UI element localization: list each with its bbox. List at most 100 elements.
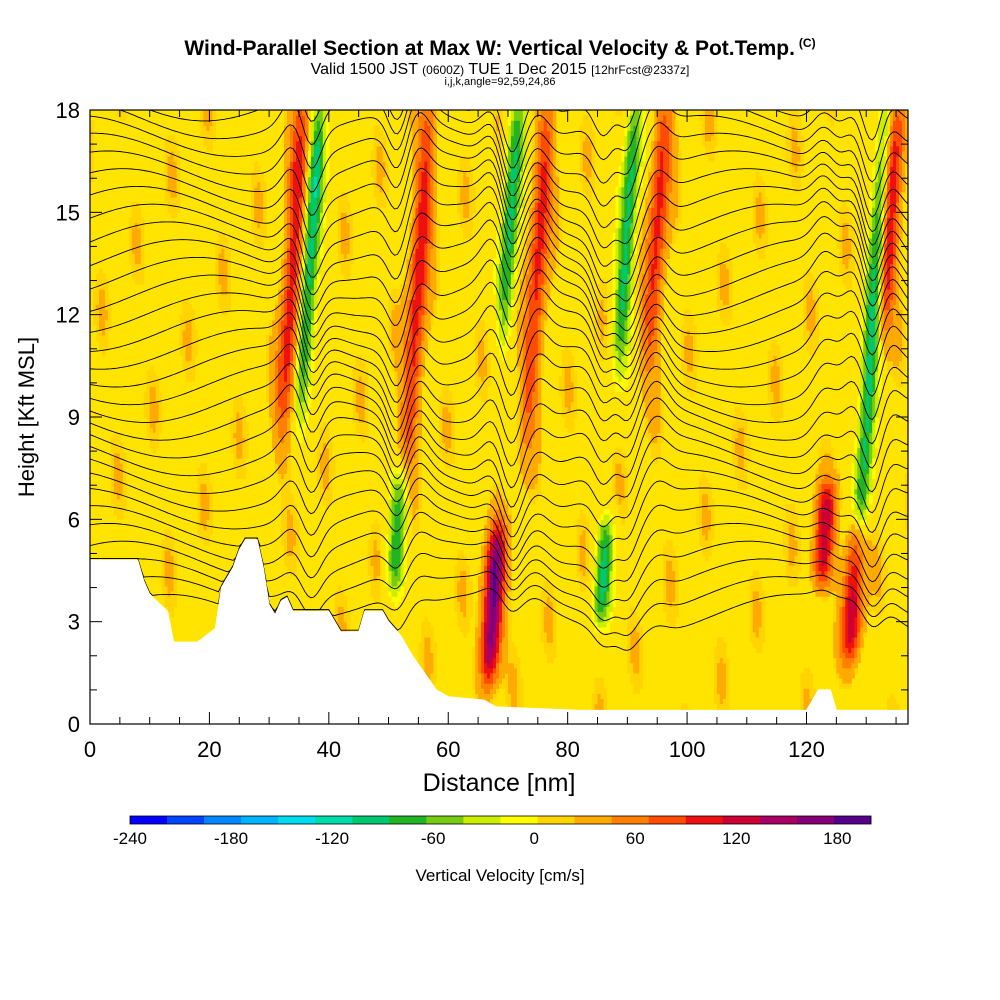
velocity-cell xyxy=(424,324,428,331)
velocity-cell xyxy=(522,360,527,367)
velocity-cell xyxy=(355,355,360,362)
velocity-cell xyxy=(287,355,291,362)
velocity-cell xyxy=(513,120,518,126)
velocity-cell xyxy=(364,396,369,403)
velocity-cell xyxy=(215,253,219,259)
velocity-cell xyxy=(516,657,521,664)
velocity-cell xyxy=(334,611,339,618)
chart-title-text: Wind-Parallel Section at Max W: Vertical… xyxy=(184,37,795,60)
velocity-cell xyxy=(388,335,393,341)
velocity-cell xyxy=(439,411,443,418)
velocity-cell xyxy=(430,171,434,178)
velocity-cell xyxy=(528,243,533,249)
velocity-cell xyxy=(454,590,458,597)
velocity-cell xyxy=(487,503,491,510)
velocity-cell xyxy=(98,345,103,352)
velocity-cell xyxy=(493,626,497,633)
velocity-cell xyxy=(203,115,208,121)
velocity-cell xyxy=(478,626,482,633)
velocity-cell xyxy=(221,232,225,239)
velocity-cell xyxy=(418,156,422,162)
velocity-cell xyxy=(313,212,318,219)
velocity-cell xyxy=(281,498,285,505)
velocity-cell xyxy=(295,161,300,167)
velocity-cell xyxy=(376,161,381,167)
velocity-cell xyxy=(501,248,506,254)
velocity-cell xyxy=(487,672,491,679)
velocity-cell xyxy=(325,125,330,132)
velocity-cell xyxy=(496,140,500,147)
velocity-cell xyxy=(293,350,297,357)
velocity-cell xyxy=(90,171,94,178)
velocity-cell xyxy=(400,498,405,505)
velocity-cell xyxy=(290,396,294,403)
velocity-cell xyxy=(140,237,145,244)
velocity-cell xyxy=(287,401,291,408)
velocity-cell xyxy=(412,120,417,126)
velocity-cell xyxy=(170,544,175,551)
velocity-cell xyxy=(266,335,270,341)
velocity-cell xyxy=(463,186,467,193)
velocity-cell xyxy=(287,135,291,142)
velocity-cell xyxy=(385,550,390,556)
velocity-cell xyxy=(424,626,428,633)
velocity-cell xyxy=(475,360,479,367)
velocity-cell xyxy=(152,427,157,433)
velocity-cell xyxy=(493,652,497,659)
velocity-cell xyxy=(116,447,121,454)
velocity-cell xyxy=(501,258,506,265)
velocity-cell xyxy=(528,345,533,352)
velocity-cell xyxy=(475,621,479,628)
velocity-cell xyxy=(194,340,199,346)
velocity-cell xyxy=(403,304,408,311)
velocity-cell xyxy=(304,171,309,178)
velocity-cell xyxy=(409,396,414,403)
velocity-cell xyxy=(388,304,393,311)
velocity-cell xyxy=(415,457,419,464)
velocity-cell xyxy=(415,319,419,326)
velocity-cell xyxy=(290,110,294,116)
velocity-cell xyxy=(164,596,169,602)
velocity-cell xyxy=(522,340,527,346)
velocity-cell xyxy=(403,483,408,490)
velocity-cell xyxy=(528,350,533,357)
valid-time-line: Valid 1500 JST (0600Z) TUE 1 Dec 2015 [1… xyxy=(0,61,1000,79)
velocity-cell xyxy=(131,232,136,239)
velocity-cell xyxy=(469,186,473,193)
velocity-cell xyxy=(284,401,288,408)
velocity-cell xyxy=(415,442,419,449)
velocity-cell xyxy=(227,268,231,275)
velocity-cell xyxy=(412,212,417,219)
velocity-cell xyxy=(119,473,124,479)
velocity-cell xyxy=(394,468,399,474)
velocity-cell xyxy=(418,135,422,142)
velocity-cell xyxy=(397,529,402,536)
velocity-cell xyxy=(418,422,422,428)
velocity-cell xyxy=(110,442,115,449)
velocity-cell xyxy=(307,181,312,188)
velocity-cell xyxy=(409,263,414,270)
velocity-cell xyxy=(421,222,425,229)
velocity-cell xyxy=(427,626,431,633)
velocity-cell xyxy=(290,156,294,162)
velocity-cell xyxy=(281,376,285,382)
velocity-cell xyxy=(412,309,417,316)
velocity-cell xyxy=(415,115,419,121)
velocity-cell xyxy=(418,401,422,408)
velocity-cell xyxy=(504,330,509,336)
velocity-cell xyxy=(424,268,428,275)
velocity-cell xyxy=(445,457,449,464)
velocity-cell xyxy=(263,227,267,234)
velocity-cell xyxy=(161,590,166,597)
velocity-cell xyxy=(484,360,488,367)
velocity-cell xyxy=(295,150,300,157)
velocity-cell xyxy=(442,427,446,433)
velocity-cell xyxy=(406,110,411,116)
velocity-cell xyxy=(478,350,482,357)
velocity-cell xyxy=(116,442,121,449)
velocity-cell xyxy=(418,253,422,259)
velocity-cell xyxy=(409,243,414,249)
velocity-cell xyxy=(167,580,172,587)
velocity-cell xyxy=(304,411,309,418)
velocity-cell xyxy=(170,135,175,142)
